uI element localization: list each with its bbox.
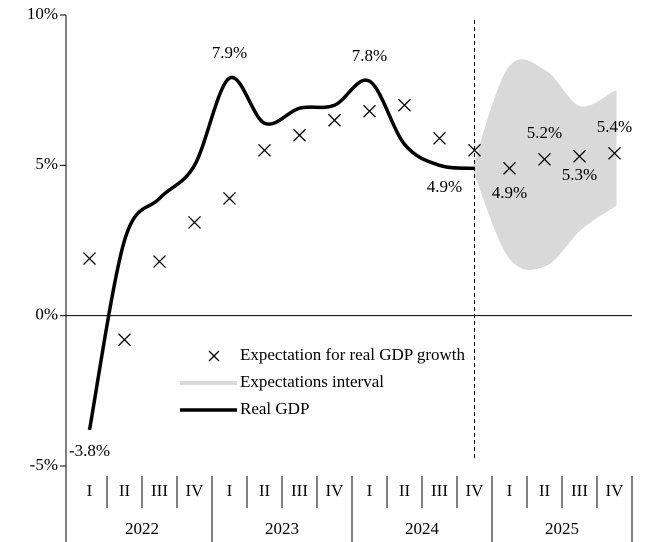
- x-tick-label: I: [87, 481, 93, 500]
- y-tick-label: 0%: [35, 305, 58, 324]
- expectation-marker: [433, 131, 446, 145]
- expectation-marker: [573, 149, 586, 163]
- expectation-marker: [363, 104, 376, 118]
- expectation-marker: [538, 152, 551, 166]
- x-tick-label: III: [571, 481, 588, 500]
- expectation-marker: [223, 191, 236, 205]
- x-tick-label: III: [151, 481, 168, 500]
- gdp-line: [87, 75, 475, 431]
- year-label: 2022: [125, 519, 159, 538]
- year-label: 2025: [545, 519, 579, 538]
- data-label: 5.3%: [562, 165, 597, 184]
- x-tick-label: IV: [326, 481, 345, 500]
- x-tick-label: II: [119, 481, 131, 500]
- x-tick-label: II: [539, 481, 551, 500]
- interval-area: [472, 59, 617, 270]
- expectation-marker: [328, 113, 341, 127]
- y-tick-label: 5%: [35, 154, 58, 173]
- x-tick-label: I: [227, 481, 233, 500]
- year-label: 2023: [265, 519, 299, 538]
- expectation-marker: [188, 216, 201, 229]
- legend-label: Expectations interval: [240, 372, 384, 391]
- expectation-marker: [503, 161, 516, 175]
- legend-label: Real GDP: [240, 399, 309, 418]
- expectation-marker: [468, 143, 481, 157]
- data-label: -3.8%: [69, 441, 110, 460]
- data-label: 5.4%: [597, 117, 632, 136]
- legend-marker: [208, 350, 220, 362]
- expectation-marker: [398, 98, 411, 112]
- data-label: 4.9%: [492, 183, 527, 202]
- data-label: 7.9%: [212, 43, 247, 62]
- expectation-marker: [83, 252, 96, 265]
- x-tick-label: IV: [466, 481, 485, 500]
- data-label: 4.9%: [427, 177, 462, 196]
- x-tick-label: II: [399, 481, 411, 500]
- expectation-marker: [293, 128, 306, 142]
- legend-label: Expectation for real GDP growth: [240, 345, 466, 364]
- x-tick-label: I: [367, 481, 373, 500]
- data-label: 7.8%: [352, 46, 387, 65]
- y-tick-label: -5%: [30, 455, 58, 474]
- x-tick-label: I: [507, 481, 513, 500]
- x-tick-label: IV: [606, 481, 625, 500]
- expectation-marker: [118, 333, 131, 347]
- expectation-marker: [153, 255, 166, 269]
- data-label: 5.2%: [527, 123, 562, 142]
- year-label: 2024: [405, 519, 440, 538]
- expectation-marker: [258, 143, 271, 157]
- x-tick-label: II: [259, 481, 271, 500]
- expectation-marker: [608, 146, 621, 160]
- x-tick-label: III: [291, 481, 308, 500]
- y-tick-label: 10%: [27, 4, 58, 23]
- x-tick-label: IV: [186, 481, 205, 500]
- x-tick-label: III: [431, 481, 448, 500]
